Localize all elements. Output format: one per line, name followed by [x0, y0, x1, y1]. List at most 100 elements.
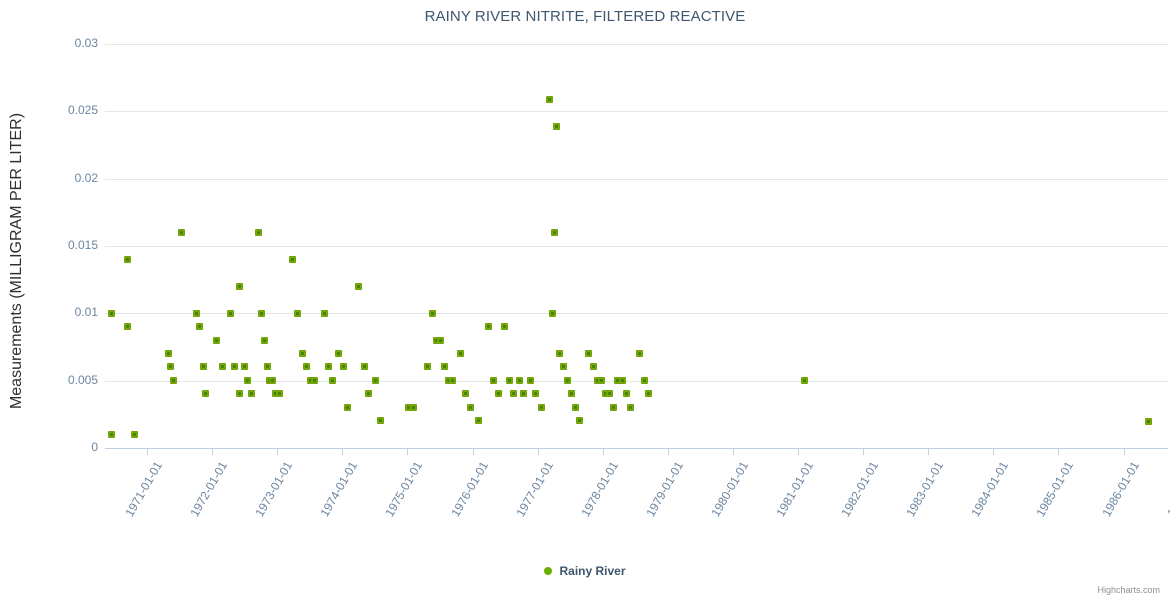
scatter-point[interactable]	[623, 390, 630, 397]
scatter-point[interactable]	[510, 390, 517, 397]
scatter-point[interactable]	[520, 390, 527, 397]
scatter-point[interactable]	[170, 377, 177, 384]
highcharts-credit[interactable]: Highcharts.com	[1097, 585, 1160, 595]
scatter-point[interactable]	[606, 390, 613, 397]
scatter-point[interactable]	[213, 337, 220, 344]
scatter-point[interactable]	[641, 377, 648, 384]
scatter-point[interactable]	[361, 363, 368, 370]
scatter-point[interactable]	[289, 256, 296, 263]
scatter-point[interactable]	[355, 283, 362, 290]
scatter-point[interactable]	[506, 377, 513, 384]
scatter-point[interactable]	[167, 363, 174, 370]
scatter-point[interactable]	[244, 377, 251, 384]
scatter-point[interactable]	[437, 337, 444, 344]
x-axis-tick-mark	[798, 449, 799, 455]
scatter-point[interactable]	[276, 390, 283, 397]
scatter-point[interactable]	[485, 323, 492, 330]
scatter-point[interactable]	[261, 337, 268, 344]
x-axis-tick-label: 1986-01-01	[1098, 459, 1142, 520]
scatter-point[interactable]	[258, 310, 265, 317]
scatter-point[interactable]	[227, 310, 234, 317]
scatter-point[interactable]	[610, 404, 617, 411]
scatter-point[interactable]	[441, 363, 448, 370]
scatter-point[interactable]	[527, 377, 534, 384]
x-axis-tick-mark	[472, 449, 474, 455]
scatter-point[interactable]	[196, 323, 203, 330]
scatter-point[interactable]	[294, 310, 301, 317]
scatter-point[interactable]	[131, 431, 138, 438]
scatter-point[interactable]	[568, 390, 575, 397]
scatter-point[interactable]	[236, 390, 243, 397]
scatter-point[interactable]	[108, 310, 115, 317]
scatter-point[interactable]	[576, 417, 583, 424]
scatter-point[interactable]	[449, 377, 456, 384]
scatter-point[interactable]	[560, 363, 567, 370]
y-axis-tick-label: 0.02	[74, 170, 98, 185]
scatter-point[interactable]	[551, 229, 558, 236]
scatter-point[interactable]	[377, 417, 384, 424]
scatter-point[interactable]	[365, 390, 372, 397]
y-axis-tick-label: 0	[91, 440, 98, 454]
scatter-point[interactable]	[564, 377, 571, 384]
scatter-point[interactable]	[490, 377, 497, 384]
scatter-point[interactable]	[636, 350, 643, 357]
x-axis-tick-mark	[732, 449, 734, 455]
legend-item-rainy-river[interactable]: Rainy River	[544, 564, 626, 578]
scatter-point[interactable]	[202, 390, 209, 397]
scatter-point[interactable]	[325, 363, 332, 370]
scatter-point[interactable]	[532, 390, 539, 397]
scatter-point[interactable]	[321, 310, 328, 317]
scatter-point[interactable]	[495, 390, 502, 397]
scatter-point[interactable]	[645, 390, 652, 397]
gridline	[105, 178, 1168, 180]
scatter-point[interactable]	[329, 377, 336, 384]
y-axis-tick-label: 0.005	[67, 372, 98, 387]
scatter-point[interactable]	[124, 323, 131, 330]
scatter-point[interactable]	[549, 310, 556, 317]
scatter-point[interactable]	[299, 350, 306, 357]
scatter-point[interactable]	[108, 431, 115, 438]
scatter-point[interactable]	[553, 123, 560, 130]
scatter-point[interactable]	[372, 377, 379, 384]
scatter-point[interactable]	[193, 310, 200, 317]
scatter-point[interactable]	[538, 404, 545, 411]
scatter-point[interactable]	[619, 377, 626, 384]
scatter-point[interactable]	[467, 404, 474, 411]
scatter-point[interactable]	[556, 350, 563, 357]
scatter-point[interactable]	[231, 363, 238, 370]
scatter-point[interactable]	[516, 377, 523, 384]
scatter-point[interactable]	[801, 377, 808, 384]
scatter-point[interactable]	[627, 404, 634, 411]
scatter-point[interactable]	[165, 350, 172, 357]
scatter-point[interactable]	[410, 404, 417, 411]
scatter-point[interactable]	[303, 363, 310, 370]
scatter-point[interactable]	[219, 363, 226, 370]
scatter-point[interactable]	[264, 363, 271, 370]
scatter-point[interactable]	[475, 417, 482, 424]
scatter-point[interactable]	[124, 256, 131, 263]
scatter-point[interactable]	[572, 404, 579, 411]
scatter-point[interactable]	[344, 404, 351, 411]
scatter-point[interactable]	[424, 363, 431, 370]
scatter-point[interactable]	[1145, 418, 1152, 425]
scatter-point[interactable]	[178, 229, 185, 236]
scatter-point[interactable]	[248, 390, 255, 397]
scatter-point[interactable]	[429, 310, 436, 317]
scatter-point[interactable]	[457, 350, 464, 357]
scatter-point[interactable]	[241, 363, 248, 370]
scatter-point[interactable]	[462, 390, 469, 397]
scatter-point[interactable]	[598, 377, 605, 384]
scatter-point[interactable]	[590, 363, 597, 370]
scatter-point[interactable]	[585, 350, 592, 357]
scatter-point[interactable]	[311, 377, 318, 384]
scatter-point[interactable]	[255, 229, 262, 236]
scatter-point[interactable]	[340, 363, 347, 370]
x-axis-tick-mark	[212, 449, 214, 455]
scatter-point[interactable]	[236, 283, 243, 290]
scatter-point[interactable]	[269, 377, 276, 384]
scatter-point[interactable]	[200, 363, 207, 370]
scatter-point[interactable]	[335, 350, 342, 357]
scatter-point[interactable]	[501, 323, 508, 330]
scatter-point[interactable]	[546, 96, 553, 103]
